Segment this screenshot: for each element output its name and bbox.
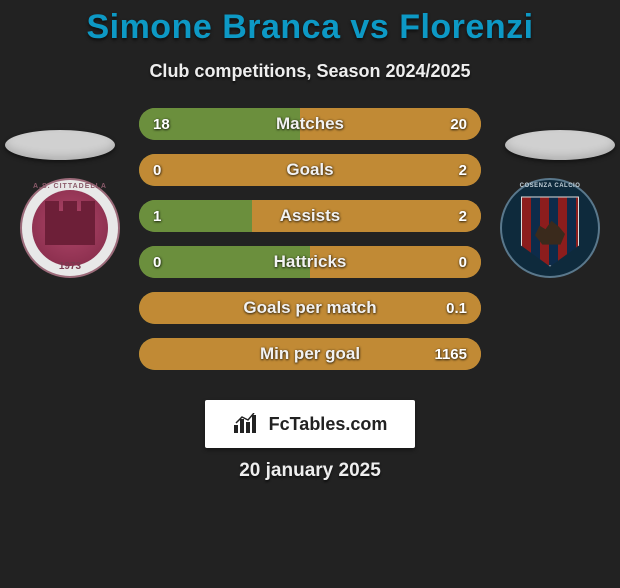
stat-value-right: 0	[459, 254, 467, 271]
stat-value-right: 2	[459, 162, 467, 179]
stat-value-right: 20	[450, 116, 467, 133]
stat-row: 0 Hattricks 0	[139, 246, 481, 278]
stat-row: 18 Matches 20	[139, 108, 481, 140]
club-crest-left: A.S. CITTADELLA 1973	[20, 178, 120, 278]
pedestal-right	[505, 130, 615, 160]
stat-row: Goals per match 0.1	[139, 292, 481, 324]
stat-row: Min per goal 1165	[139, 338, 481, 370]
club-crest-right: COSENZA CALCIO	[500, 178, 600, 278]
stat-value-right: 1165	[434, 346, 467, 363]
stat-label: Assists	[139, 206, 481, 226]
stat-label: Goals per match	[139, 298, 481, 318]
stat-label: Hattricks	[139, 252, 481, 272]
crest-right-toptext: COSENZA CALCIO	[500, 183, 600, 189]
page-title: Simone Branca vs Florenzi	[0, 8, 620, 47]
stat-row: 1 Assists 2	[139, 200, 481, 232]
stat-label: Goals	[139, 160, 481, 180]
stat-row: 0 Goals 2	[139, 154, 481, 186]
stats-block: 18 Matches 20 0 Goals 2 1 Assists 2 0 Ha…	[139, 108, 481, 384]
subtitle: Club competitions, Season 2024/2025	[0, 61, 620, 82]
barchart-icon	[233, 413, 261, 435]
site-label: FcTables.com	[269, 414, 388, 435]
pedestal-left	[5, 130, 115, 160]
crest-left-toptext: A.S. CITTADELLA	[20, 183, 120, 190]
date-text: 20 january 2025	[0, 460, 620, 482]
stat-label: Min per goal	[139, 344, 481, 364]
crest-left-year: 1973	[20, 261, 120, 272]
stat-value-right: 2	[459, 208, 467, 225]
site-attribution: FcTables.com	[205, 400, 415, 448]
stat-value-right: 0.1	[446, 300, 467, 317]
stat-label: Matches	[139, 114, 481, 134]
